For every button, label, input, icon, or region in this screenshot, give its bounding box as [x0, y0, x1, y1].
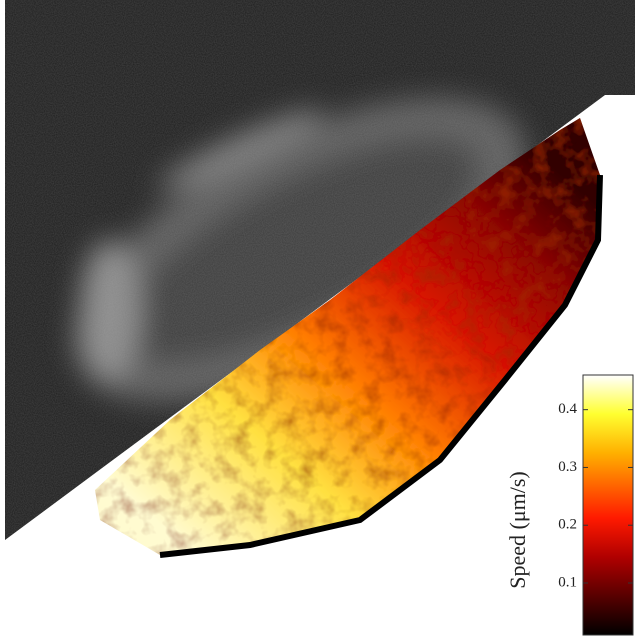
colorbar-label: Speed (μm/s) — [505, 471, 530, 589]
colorbar-ticks: 0.1 0.2 0.3 0.4 — [558, 401, 633, 590]
tick-label: 0.4 — [558, 401, 577, 417]
tick-label: 0.1 — [558, 574, 577, 590]
colorbar — [582, 374, 634, 636]
speed-map — [95, 118, 600, 555]
tick-label: 0.2 — [558, 517, 577, 533]
speed-map-edge — [159, 174, 603, 558]
tick-label: 0.3 — [558, 459, 577, 475]
